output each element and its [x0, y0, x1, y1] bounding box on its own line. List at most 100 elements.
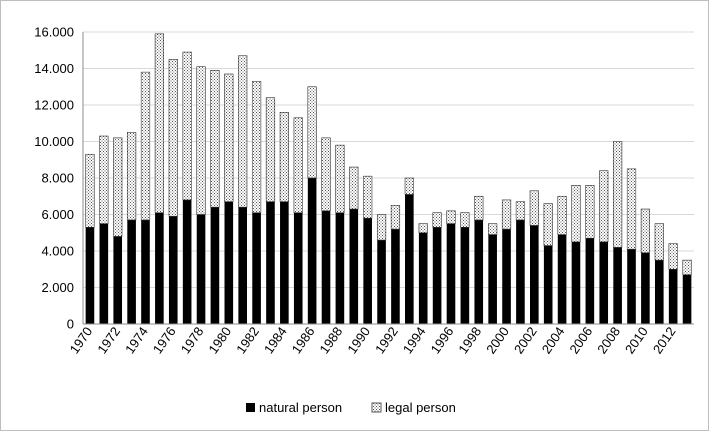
y-tick-labels: 0 2.000 4.000 6.000 8.000 10.000 12.000 14.000 1… [34, 25, 74, 332]
bar-natural-person-1991 [377, 240, 386, 324]
x-tick-label: 1992 [372, 324, 401, 356]
x-tick-label: 1984 [261, 324, 290, 356]
x-tick-label: 2012 [650, 324, 679, 356]
bar-natural-person-1971 [99, 223, 109, 324]
bar-legal-person-1978 [196, 66, 206, 215]
x-tick-labels: 1970197219741976197819801982198419861988… [67, 324, 679, 356]
bar-legal-person-1989 [349, 166, 359, 210]
bar-legal-person-1998 [474, 195, 484, 221]
x-tick-label: 1994 [400, 324, 429, 356]
bar-legal-person-1974 [140, 71, 151, 221]
bar-legal-person-2007 [599, 170, 609, 243]
bar-natural-person-1982 [252, 212, 261, 324]
bar-natural-person-1985 [293, 212, 303, 324]
x-tick-label: 1986 [289, 324, 318, 356]
x-tick-label: 1974 [122, 324, 151, 356]
bar-natural-person-1981 [238, 207, 247, 324]
bar-legal-person-1972 [113, 137, 123, 237]
x-tick-label: 1996 [428, 324, 457, 356]
bar-natural-person-1975 [155, 212, 164, 324]
bar-natural-person-1976 [168, 216, 178, 324]
bar-legal-person-1977 [182, 51, 192, 201]
y-tick-label: 16.000 [34, 25, 74, 40]
bar-legal-person-1971 [99, 135, 109, 224]
bar-natural-person-2006 [585, 238, 595, 324]
bar-legal-person-2008 [613, 141, 623, 248]
bar-natural-person-1992 [391, 229, 400, 324]
bar-legal-person-2010 [640, 208, 651, 254]
bar-legal-person-2009 [626, 168, 637, 250]
y-tick-label: 0 [67, 317, 74, 332]
bar-natural-person-2007 [599, 241, 609, 324]
bar-natural-person-1983 [266, 201, 275, 324]
legend: natural person legal person [246, 400, 456, 415]
y-tick-label: 6.000 [41, 207, 74, 222]
bar-legal-person-1982 [251, 80, 262, 213]
bar-natural-person-1990 [363, 218, 372, 324]
x-tick-label: 2000 [483, 324, 512, 356]
bar-legal-person-1984 [279, 112, 289, 203]
bar-natural-person-1972 [113, 236, 123, 324]
bar-natural-person-2013 [682, 274, 692, 324]
y-tick-label: 14.000 [34, 61, 74, 76]
bar-legal-person-2006 [585, 185, 595, 239]
bar-natural-person-2010 [641, 252, 650, 324]
bar-natural-person-1977 [182, 199, 192, 324]
bar-natural-person-1997 [460, 227, 470, 324]
bar-natural-person-1970 [85, 227, 95, 324]
bar-natural-person-1984 [280, 201, 289, 324]
y-tick-label: 2.000 [41, 280, 74, 295]
bars [85, 33, 692, 324]
bar-natural-person-1989 [349, 209, 359, 324]
bar-natural-person-1986 [307, 178, 317, 324]
bar-natural-person-1988 [335, 212, 345, 324]
bar-legal-person-1975 [154, 33, 164, 213]
bar-legal-person-1983 [265, 97, 276, 203]
bar-natural-person-1980 [224, 201, 234, 324]
bar-natural-person-2012 [668, 269, 678, 324]
bar-legal-person-2005 [571, 185, 581, 243]
bar-natural-person-2002 [530, 225, 539, 324]
bar-legal-person-2003 [543, 203, 553, 246]
bar-legal-person-1980 [224, 73, 234, 203]
bar-legal-person-1979 [210, 70, 220, 208]
bar-natural-person-2009 [627, 249, 636, 324]
bar-legal-person-1990 [363, 175, 373, 219]
y-tick-label: 12.000 [34, 98, 74, 113]
bar-natural-person-2008 [613, 247, 622, 324]
x-tick-label: 1998 [455, 324, 484, 356]
bar-legal-person-1985 [293, 117, 303, 213]
x-tick-label: 1982 [233, 324, 262, 356]
bar-legal-person-1988 [335, 144, 345, 213]
bar-legal-person-1991 [376, 214, 387, 241]
x-tick-label: 1988 [316, 324, 345, 356]
bar-natural-person-2003 [543, 245, 553, 324]
y-tick-label: 4.000 [41, 244, 74, 259]
bar-natural-person-1998 [474, 219, 484, 324]
bar-natural-person-2004 [557, 234, 567, 324]
bar-legal-person-1986 [307, 86, 317, 179]
bar-legal-person-1970 [85, 153, 95, 228]
bar-natural-person-1974 [141, 219, 150, 324]
bar-legal-person-2011 [654, 223, 664, 261]
bar-legal-person-2000 [501, 199, 512, 230]
bar-legal-person-1993 [404, 177, 414, 195]
legend-swatch-natural-person [246, 403, 255, 412]
bar-legal-person-1995 [432, 212, 442, 228]
bar-legal-person-1987 [321, 137, 331, 212]
bar-natural-person-1978 [196, 214, 206, 324]
bar-legal-person-2012 [668, 243, 678, 270]
bar-legal-person-1981 [238, 55, 248, 208]
bar-natural-person-1999 [488, 234, 497, 324]
bar-natural-person-2001 [516, 219, 525, 324]
bar-legal-person-2004 [557, 195, 567, 235]
y-tick-label: 8.000 [41, 171, 74, 186]
bar-natural-person-2005 [571, 241, 581, 324]
x-tick-label: 1976 [150, 324, 179, 356]
bar-legal-person-1973 [126, 132, 137, 221]
bar-legal-person-1996 [446, 210, 456, 224]
bar-natural-person-1973 [127, 219, 136, 324]
bar-natural-person-1994 [418, 232, 428, 324]
